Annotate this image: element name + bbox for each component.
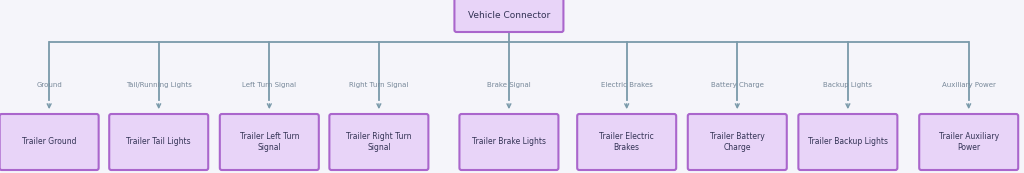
Text: Trailer Electric
Brakes: Trailer Electric Brakes xyxy=(599,132,654,152)
FancyBboxPatch shape xyxy=(330,114,428,170)
Text: Auxiliary Power: Auxiliary Power xyxy=(942,82,995,88)
FancyBboxPatch shape xyxy=(920,114,1018,170)
FancyBboxPatch shape xyxy=(455,0,563,32)
FancyBboxPatch shape xyxy=(460,114,558,170)
Text: Trailer Ground: Trailer Ground xyxy=(22,138,77,147)
Text: Trailer Tail Lights: Trailer Tail Lights xyxy=(126,138,191,147)
FancyBboxPatch shape xyxy=(0,114,98,170)
FancyBboxPatch shape xyxy=(220,114,318,170)
FancyBboxPatch shape xyxy=(578,114,676,170)
Text: Tail/Running Lights: Tail/Running Lights xyxy=(126,82,191,88)
FancyBboxPatch shape xyxy=(799,114,897,170)
Text: Trailer Auxiliary
Power: Trailer Auxiliary Power xyxy=(939,132,998,152)
Text: Vehicle Connector: Vehicle Connector xyxy=(468,11,550,20)
Text: Electric Brakes: Electric Brakes xyxy=(601,82,652,88)
Text: Brake Signal: Brake Signal xyxy=(487,82,530,88)
Text: Trailer Right Turn
Signal: Trailer Right Turn Signal xyxy=(346,132,412,152)
Text: Trailer Battery
Charge: Trailer Battery Charge xyxy=(710,132,765,152)
Text: Left Turn Signal: Left Turn Signal xyxy=(243,82,296,88)
Text: Ground: Ground xyxy=(36,82,62,88)
Text: Trailer Left Turn
Signal: Trailer Left Turn Signal xyxy=(240,132,299,152)
Text: Trailer Backup Lights: Trailer Backup Lights xyxy=(808,138,888,147)
FancyBboxPatch shape xyxy=(688,114,786,170)
FancyBboxPatch shape xyxy=(110,114,208,170)
Text: Battery Charge: Battery Charge xyxy=(711,82,764,88)
Text: Backup Lights: Backup Lights xyxy=(823,82,872,88)
Text: Trailer Brake Lights: Trailer Brake Lights xyxy=(472,138,546,147)
Text: Right Turn Signal: Right Turn Signal xyxy=(349,82,409,88)
